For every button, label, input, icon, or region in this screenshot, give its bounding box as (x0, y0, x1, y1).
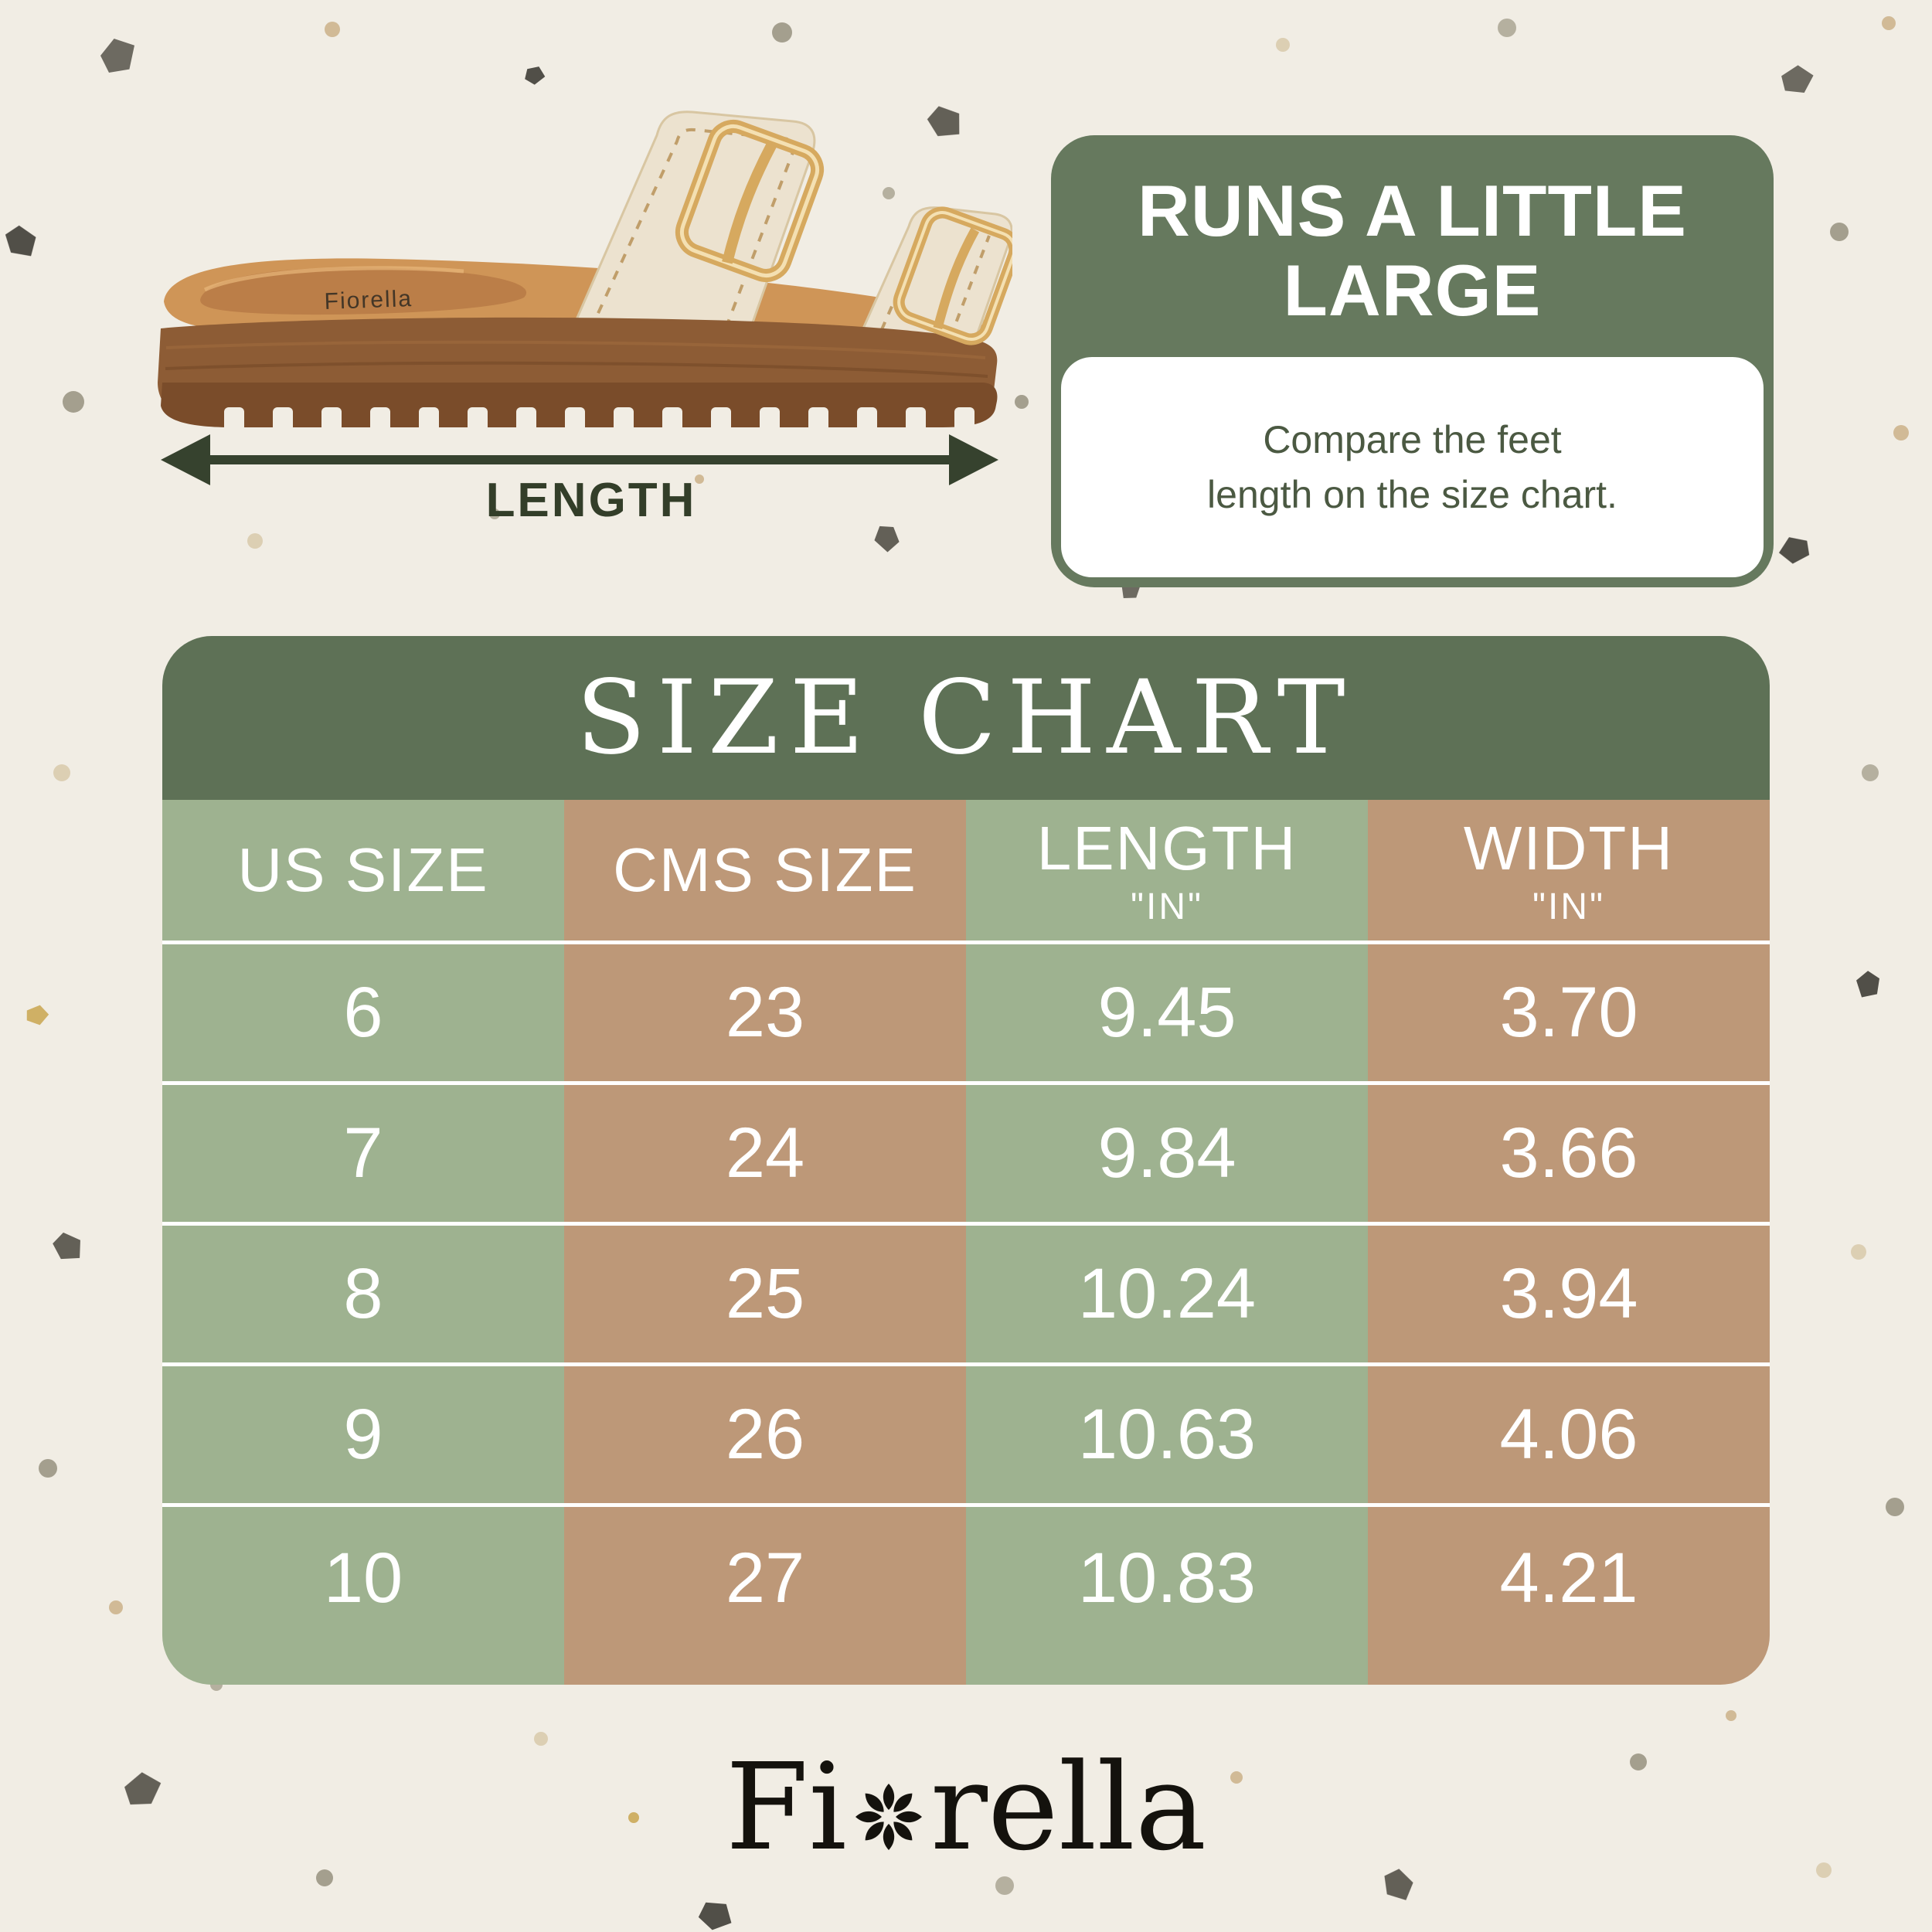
table-cell-width: 3.94 (1368, 1226, 1770, 1366)
insole-brand-print: Fiorella (324, 286, 413, 315)
table-cell-cms-size: 25 (564, 1226, 966, 1366)
table-cell-width: 4.06 (1368, 1366, 1770, 1507)
sandal-back-strap (562, 111, 816, 355)
table-cell-length: 10.24 (966, 1226, 1368, 1366)
fit-note-body: Compare the feet length on the size char… (1061, 357, 1764, 577)
col-header-label: LENGTH (1036, 813, 1298, 883)
sole-seam-lower (165, 361, 988, 378)
insole-rim-highlight (203, 266, 464, 292)
table-cell-us-size: 6 (162, 944, 564, 1085)
tread-notches (224, 407, 975, 434)
size-chart-table: SIZE CHART US SIZE CMS SIZE LENGTH "IN" … (162, 636, 1770, 1685)
table-cell-cms-size: 23 (564, 944, 966, 1085)
fit-note-body-line2: length on the size chart. (1207, 472, 1617, 516)
logo-text-suffix: rella (930, 1737, 1207, 1877)
col-header-length: LENGTH "IN" (966, 800, 1368, 944)
col-header-unit: "IN" (1532, 886, 1606, 927)
length-arrow (155, 431, 1005, 488)
sandal-insole (200, 267, 527, 315)
table-cell-length: 9.45 (966, 944, 1368, 1085)
col-header-width: WIDTH "IN" (1368, 800, 1770, 944)
logo-text-prefix: Fi (725, 1737, 847, 1877)
sandal-tread (161, 383, 998, 427)
col-header-label: WIDTH (1463, 813, 1675, 883)
sandal-illustration: Fiorella (158, 111, 1021, 434)
brand-logo: Fi rella (0, 1737, 1932, 1877)
table-cell-us-size: 8 (162, 1226, 564, 1366)
table-cell-width: 3.70 (1368, 944, 1770, 1085)
table-cell-length: 10.63 (966, 1366, 1368, 1507)
col-header-label: US SIZE (237, 835, 489, 904)
col-header-label: CMS SIZE (613, 835, 917, 904)
table-cell-us-size: 7 (162, 1085, 564, 1226)
table-cell-width: 3.66 (1368, 1085, 1770, 1226)
table-cell-length: 9.84 (966, 1085, 1368, 1226)
product-photo: Fiorella (131, 73, 1021, 444)
fit-note-title: RUNS A LITTLE LARGE (1051, 135, 1774, 331)
col-header-us-size: US SIZE (162, 800, 564, 944)
fit-note-title-line1: RUNS A LITTLE (1138, 170, 1687, 251)
length-label: LENGTH (485, 474, 697, 527)
table-cell-cms-size: 24 (564, 1085, 966, 1226)
size-chart-grid: US SIZE CMS SIZE LENGTH "IN" WIDTH "IN" … (162, 800, 1770, 1685)
fit-note-box: RUNS A LITTLE LARGE Compare the feet len… (1051, 135, 1774, 587)
front-buckle (893, 206, 1021, 345)
table-cell-cms-size: 26 (564, 1366, 966, 1507)
table-cell-length: 10.83 (966, 1507, 1368, 1685)
table-cell-us-size: 9 (162, 1366, 564, 1507)
table-cell-width: 4.21 (1368, 1507, 1770, 1685)
fit-note-title-line2: LARGE (1283, 250, 1542, 332)
col-header-unit: "IN" (1130, 886, 1204, 927)
back-buckle (675, 120, 825, 282)
double-arrow-icon (161, 434, 998, 485)
flower-icon (855, 1783, 922, 1850)
table-cell-cms-size: 27 (564, 1507, 966, 1685)
size-chart-title: SIZE CHART (162, 636, 1770, 800)
table-cell-us-size: 10 (162, 1507, 564, 1685)
sole-seam-upper (165, 340, 986, 359)
col-header-cms-size: CMS SIZE (564, 800, 966, 944)
fit-note-body-line1: Compare the feet (1263, 417, 1562, 461)
